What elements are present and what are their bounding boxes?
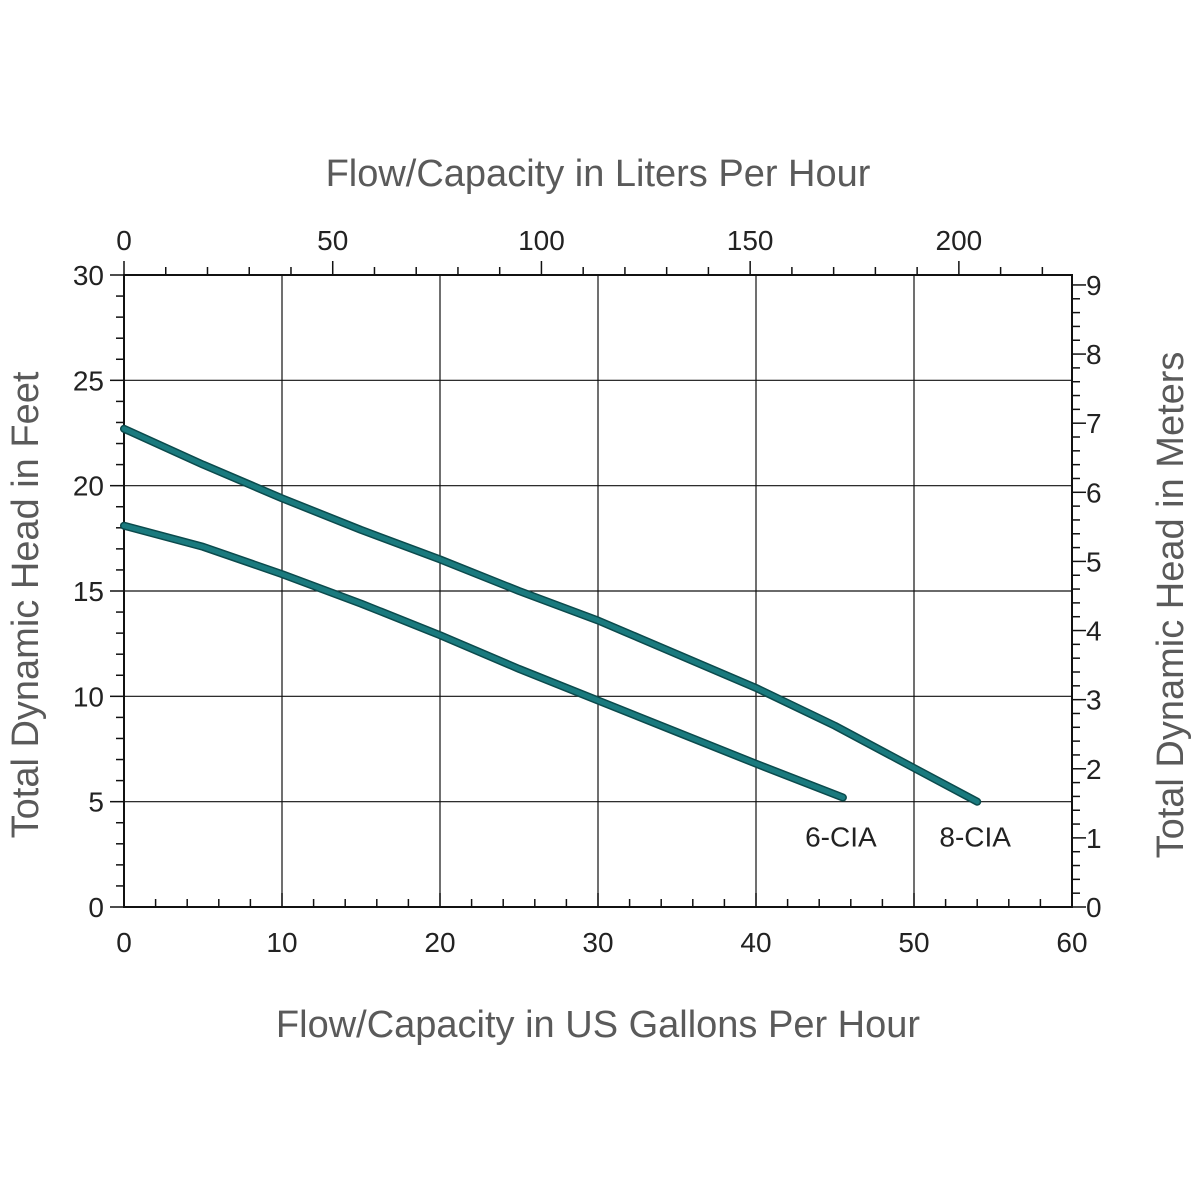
x2-tick-label-150: 150: [727, 225, 774, 256]
x-tick-label-30: 30: [582, 927, 613, 958]
x2-tick-label-0: 0: [116, 225, 132, 256]
series-label-6-CIA: 6-CIA: [805, 822, 877, 853]
series-label-8-CIA: 8-CIA: [939, 822, 1011, 853]
bottom-axis-title: Flow/Capacity in US Gallons Per Hour: [276, 1004, 920, 1046]
plot-frame: [123, 274, 1073, 908]
y2-tick-label-2: 2: [1086, 754, 1102, 785]
grid-layer: [124, 275, 1072, 907]
y2-tick-label-4: 4: [1086, 616, 1102, 647]
y-tick-label-20: 20: [73, 471, 104, 502]
series-line-8-CIA: [121, 426, 980, 805]
x2-tick-label-100: 100: [518, 225, 565, 256]
x-tick-label-0: 0: [116, 927, 132, 958]
y2-tick-label-0: 0: [1086, 892, 1102, 923]
minor-ticks: [110, 261, 1086, 908]
x-tick-label-40: 40: [740, 927, 771, 958]
x2-tick-label-50: 50: [317, 225, 348, 256]
y-tick-label-30: 30: [73, 260, 104, 291]
y2-tick-label-6: 6: [1086, 477, 1102, 508]
y2-tick-label-3: 3: [1086, 685, 1102, 716]
y-tick-label-5: 5: [88, 787, 104, 818]
x-tick-label-50: 50: [898, 927, 929, 958]
top-axis-title: Flow/Capacity in Liters Per Hour: [326, 153, 871, 195]
y-tick-label-10: 10: [73, 681, 104, 712]
x-tick-label-20: 20: [424, 927, 455, 958]
series-line-6-CIA: [121, 523, 846, 800]
y2-tick-label-8: 8: [1086, 339, 1102, 370]
y2-tick-label-1: 1: [1086, 823, 1102, 854]
series-layer: [120, 424, 982, 806]
y-tick-label-15: 15: [73, 576, 104, 607]
left-axis-title: Total Dynamic Head in Feet: [5, 371, 47, 838]
x-tick-label-10: 10: [266, 927, 297, 958]
y-tick-label-0: 0: [88, 892, 104, 923]
y-tick-label-25: 25: [73, 365, 104, 396]
y2-tick-label-5: 5: [1086, 546, 1102, 577]
right-axis-title: Total Dynamic Head in Meters: [1150, 352, 1192, 859]
x-tick-label-60: 60: [1056, 927, 1087, 958]
y2-tick-label-9: 9: [1086, 270, 1102, 301]
y2-tick-label-7: 7: [1086, 408, 1102, 439]
x2-tick-label-200: 200: [936, 225, 983, 256]
